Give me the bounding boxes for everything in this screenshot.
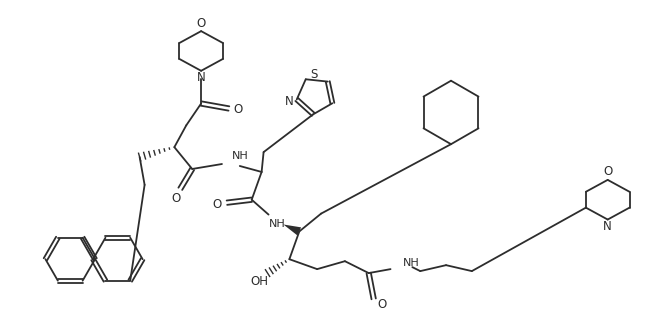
Text: N: N [197, 71, 205, 84]
Text: O: O [212, 198, 221, 211]
Text: O: O [377, 298, 386, 311]
Text: N: N [603, 220, 612, 233]
Text: NH: NH [269, 218, 286, 228]
Text: O: O [172, 192, 181, 205]
Polygon shape [284, 224, 301, 236]
Text: O: O [233, 103, 242, 116]
Text: NH: NH [403, 258, 419, 268]
Text: NH: NH [232, 151, 249, 161]
Text: S: S [310, 68, 317, 81]
Text: O: O [197, 17, 206, 30]
Text: OH: OH [251, 274, 269, 288]
Text: N: N [284, 95, 293, 108]
Text: O: O [603, 166, 612, 178]
